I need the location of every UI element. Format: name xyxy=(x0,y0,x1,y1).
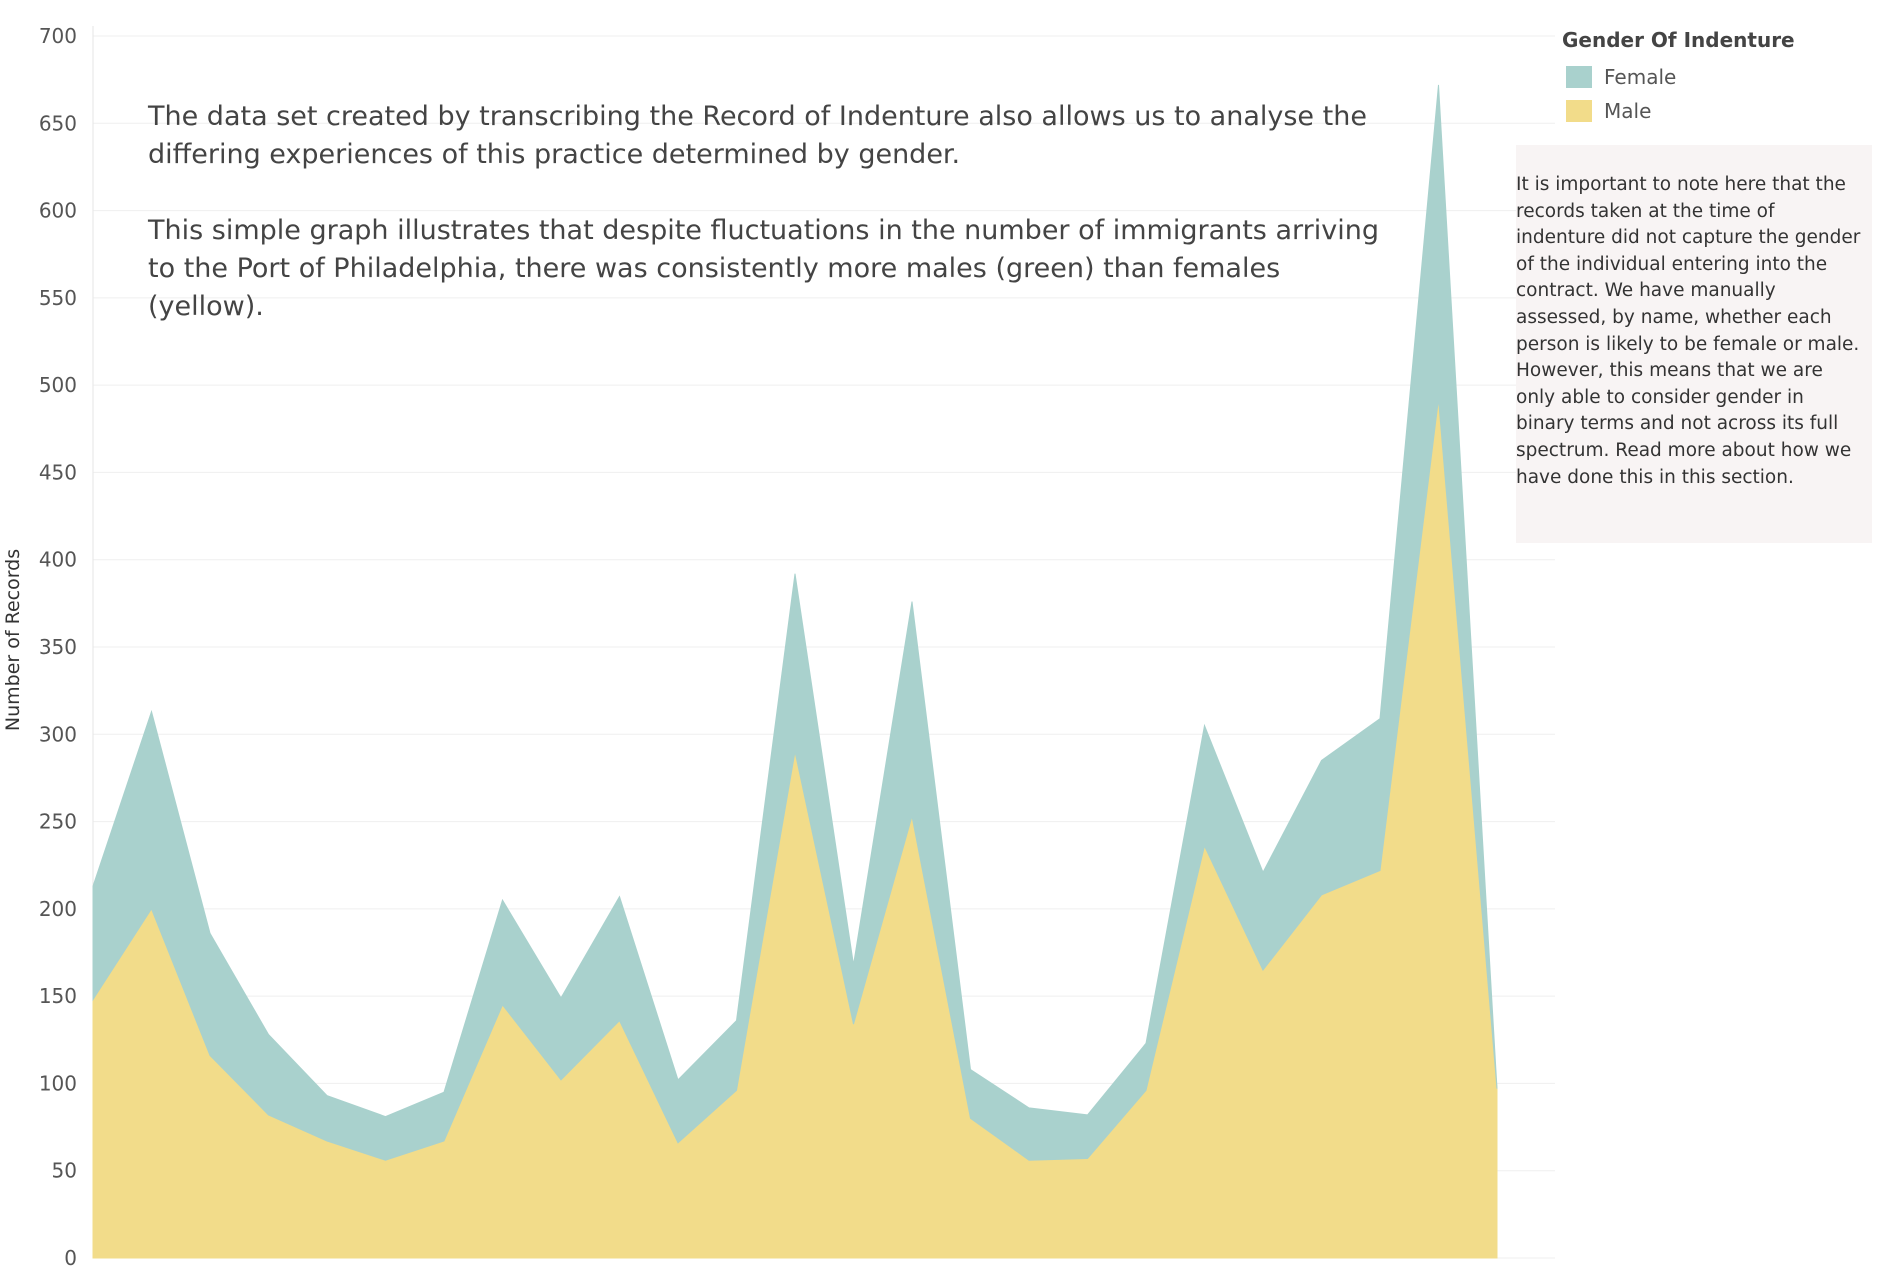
y-tick-label: 550 xyxy=(39,286,77,310)
legend-swatch-male xyxy=(1566,100,1592,122)
methodology-note-text: It is important to note here that the re… xyxy=(1516,174,1861,488)
legend-item-female[interactable]: Female xyxy=(1562,60,1795,94)
y-axis-ticks: 0 50 100 150 200 250 300 350 400 450 500 550 600 650 7… xyxy=(39,24,77,1270)
y-tick-label: 100 xyxy=(39,1071,77,1095)
y-tick-label: 150 xyxy=(39,984,77,1008)
legend: Gender Of Indenture Female Male xyxy=(1562,28,1795,128)
y-tick-label: 350 xyxy=(39,635,77,659)
y-tick-label: 0 xyxy=(64,1246,77,1270)
y-tick-label: 400 xyxy=(39,548,77,572)
legend-label-male: Male xyxy=(1604,99,1652,123)
y-tick-label: 650 xyxy=(39,111,77,135)
y-tick-label: 250 xyxy=(39,810,77,834)
methodology-note: It is important to note here that the re… xyxy=(1516,145,1872,543)
legend-swatch-female xyxy=(1566,66,1592,88)
area-female[interactable] xyxy=(92,84,1498,1161)
annotation-paragraph-1: The data set created by transcribing the… xyxy=(148,101,1367,170)
legend-label-female: Female xyxy=(1604,65,1677,89)
chart-annotation: The data set created by transcribing the… xyxy=(148,98,1388,364)
y-tick-label: 500 xyxy=(39,373,77,397)
y-tick-label: 50 xyxy=(52,1159,77,1183)
y-tick-label: 200 xyxy=(39,897,77,921)
y-tick-label: 450 xyxy=(39,460,77,484)
y-tick-label: 600 xyxy=(39,199,77,223)
annotation-paragraph-2: This simple graph illustrates that despi… xyxy=(148,215,1379,322)
legend-title: Gender Of Indenture xyxy=(1562,28,1795,52)
y-tick-label: 700 xyxy=(39,24,77,48)
y-tick-label: 300 xyxy=(39,722,77,746)
stacked-areas xyxy=(92,84,1498,1259)
y-axis-title: Number of Records xyxy=(2,549,24,731)
legend-item-male[interactable]: Male xyxy=(1562,94,1795,128)
